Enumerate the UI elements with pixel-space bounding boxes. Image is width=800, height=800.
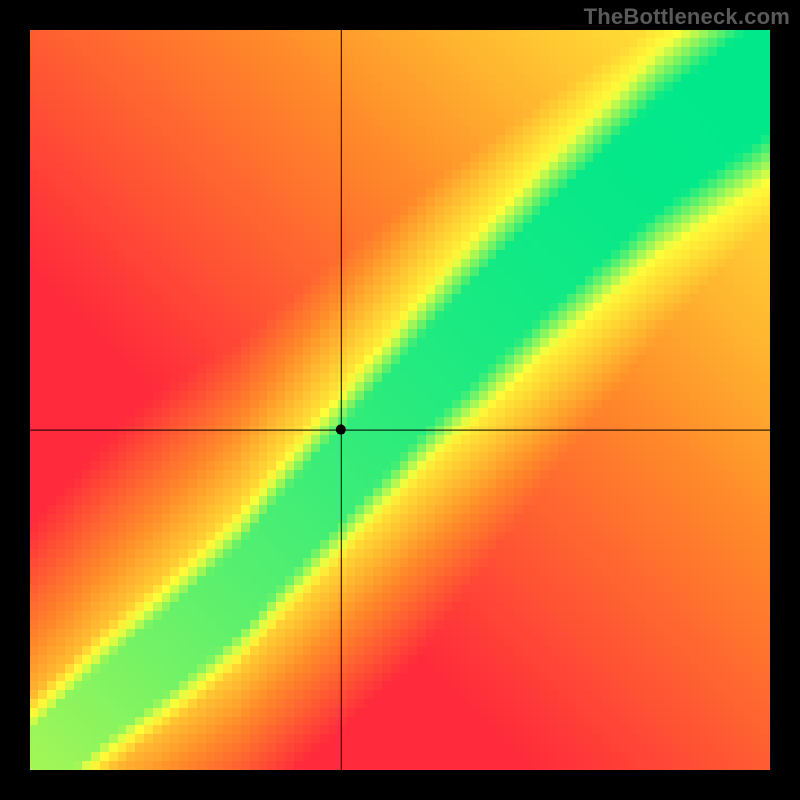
attribution-text: TheBottleneck.com [584, 4, 790, 30]
heatmap-plot [30, 30, 770, 770]
chart-container: TheBottleneck.com [0, 0, 800, 800]
heatmap-canvas [30, 30, 770, 770]
